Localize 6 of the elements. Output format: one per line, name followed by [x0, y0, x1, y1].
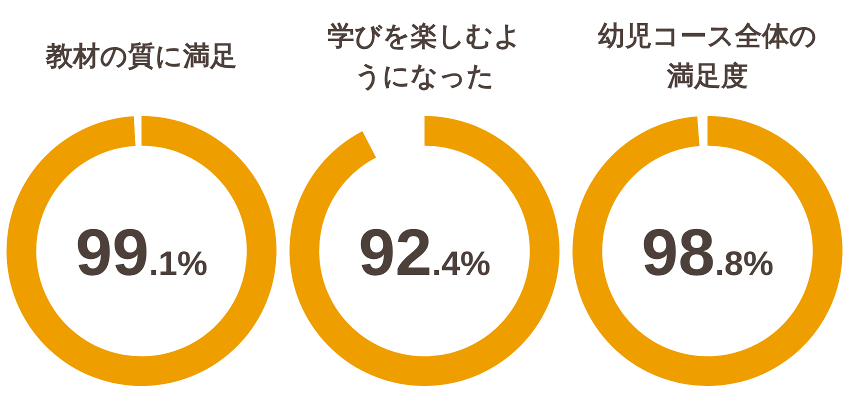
- data-label: 98.8%: [642, 215, 774, 289]
- data-label: 99.1%: [76, 215, 208, 289]
- data-label: 92.4%: [358, 215, 491, 289]
- chart-title: 幼児コース全体の満足度: [596, 20, 818, 93]
- chart-title: 教材の質に満足: [46, 40, 237, 73]
- chart-title: 学びを楽しむようになった: [326, 20, 522, 93]
